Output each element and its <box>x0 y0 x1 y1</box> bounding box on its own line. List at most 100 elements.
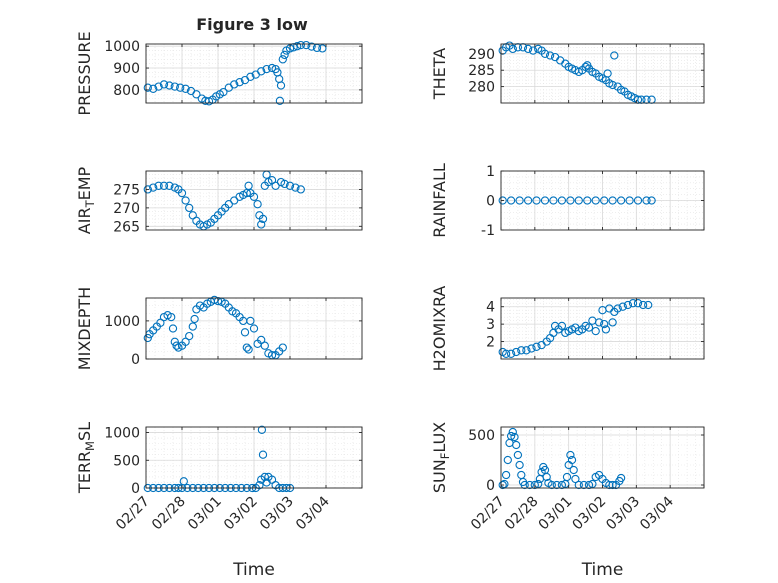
data-point <box>170 82 179 91</box>
data-point <box>613 304 622 313</box>
data-point <box>154 82 163 91</box>
data-point <box>506 431 516 441</box>
data-point <box>280 50 289 60</box>
y-tick-label: 2 <box>486 335 495 351</box>
y-tick-label: 0 <box>486 194 495 210</box>
data-point <box>181 337 190 346</box>
x-tick-label: 02/28 <box>502 494 542 534</box>
y-axis-label: RAINFALL <box>430 163 449 238</box>
data-series <box>143 40 327 106</box>
data-point <box>503 455 512 465</box>
data-point <box>600 196 609 205</box>
data-point <box>566 196 575 205</box>
data-point <box>591 196 600 205</box>
data-point <box>230 80 239 89</box>
data-point <box>542 472 551 482</box>
x-tick-label: 02/28 <box>149 494 189 534</box>
ticks: 800 900 1000 <box>104 39 363 103</box>
subplot-6: 2 34 H2OMIXRA <box>430 286 705 371</box>
y-axis-label: AIRTEMP <box>75 166 97 234</box>
data-point <box>159 181 169 190</box>
data-point <box>610 51 619 60</box>
data-point <box>176 83 185 92</box>
y-tick-label: 1000 <box>104 39 140 55</box>
y-tick-label: 500 <box>113 453 140 469</box>
data-point <box>291 183 300 192</box>
data-point <box>257 425 267 434</box>
data-point <box>638 300 648 310</box>
data-point <box>260 341 269 350</box>
y-tick-label: 1000 <box>104 426 140 442</box>
data-point <box>513 450 523 460</box>
x-tick-label: 03/04 <box>637 493 677 533</box>
data-point <box>579 480 589 490</box>
data-point <box>510 432 519 442</box>
data-point <box>557 480 567 490</box>
y-tick-label: 0 <box>131 481 140 497</box>
y-tick-label: 4 <box>486 300 495 316</box>
data-point <box>149 84 158 93</box>
subplot-4: -1 0 1 RAINFALL <box>430 163 705 239</box>
x-tick-label: 02/27 <box>468 494 508 534</box>
data-point <box>278 343 287 352</box>
data-point <box>501 349 511 358</box>
data-point <box>143 185 152 194</box>
data-point <box>258 214 268 224</box>
x-tick-label: 03/01 <box>185 494 225 534</box>
data-point <box>307 42 316 51</box>
data-point <box>318 44 327 53</box>
data-point <box>213 296 223 306</box>
ticks: -1 0 1 <box>481 164 705 239</box>
data-point <box>532 342 541 351</box>
y-axis-label: TERRMSL <box>75 422 97 494</box>
data-point <box>608 318 617 327</box>
data-point <box>165 81 174 90</box>
data-point <box>501 470 511 480</box>
data-point <box>165 181 174 190</box>
data-point <box>285 181 295 190</box>
y-axis-label: SUNFLUX <box>430 422 452 493</box>
data-point <box>244 345 253 354</box>
data-point <box>594 318 604 327</box>
data-point <box>258 450 268 459</box>
data-point <box>642 196 651 205</box>
data-point <box>181 196 190 205</box>
data-point <box>296 185 305 194</box>
x-tick-label: 03/03 <box>257 494 297 534</box>
data-point <box>584 323 594 332</box>
grid <box>145 170 363 231</box>
y-tick-label: 3 <box>486 317 495 333</box>
y-tick-label: 0 <box>486 478 495 494</box>
data-point <box>506 349 516 358</box>
data-point <box>498 480 507 490</box>
data-series <box>498 196 656 205</box>
data-point <box>185 331 194 341</box>
data-point <box>143 83 152 92</box>
data-point <box>168 324 178 333</box>
data-point <box>246 72 255 81</box>
data-point <box>584 480 594 490</box>
data-point <box>591 326 600 336</box>
x-axis-label: Time <box>581 560 624 580</box>
data-point <box>618 302 627 311</box>
data-point <box>557 196 567 205</box>
data-point <box>143 333 152 343</box>
y-tick-label: 270 <box>113 201 140 217</box>
data-point <box>219 87 228 97</box>
figure-title: Figure 3 low <box>196 15 308 34</box>
data-point <box>302 40 311 50</box>
x-tick-label: 03/04 <box>293 493 333 533</box>
data-point <box>523 44 533 54</box>
x-tick-label: 03/03 <box>603 494 643 534</box>
data-point <box>567 455 577 465</box>
y-tick-label: 500 <box>468 428 495 444</box>
data-point <box>532 196 541 205</box>
y-tick-label: 0 <box>131 352 140 368</box>
data-point <box>235 78 244 87</box>
